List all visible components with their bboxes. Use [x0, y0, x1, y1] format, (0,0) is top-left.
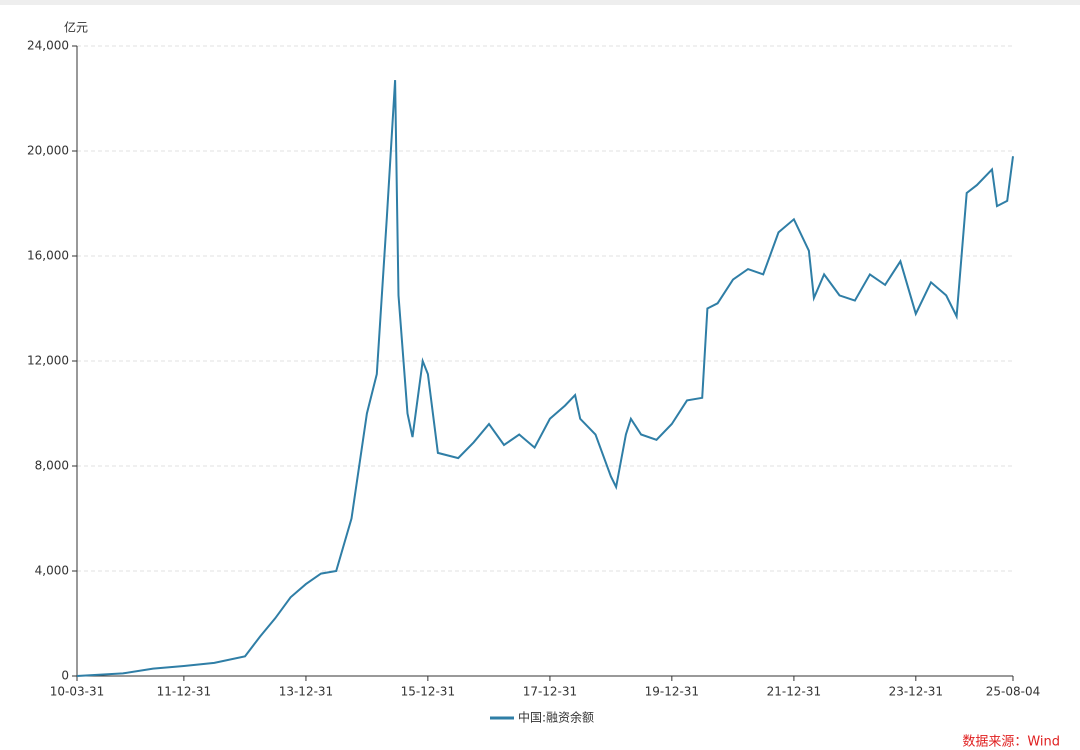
x-tick-label: 10-03-31 — [50, 685, 104, 699]
x-tick-label: 23-12-31 — [889, 685, 943, 699]
x-tick-label: 21-12-31 — [767, 685, 821, 699]
x-tick-label: 13-12-31 — [279, 685, 333, 699]
x-tick-label: 17-12-31 — [523, 685, 577, 699]
legend-label: 中国:融资余额 — [518, 710, 594, 725]
x-tick-label: 25-08-04 — [986, 685, 1040, 699]
y-unit: 亿元 — [64, 20, 88, 35]
x-tick-label: 15-12-31 — [401, 685, 455, 699]
source: 数据来源：Wind — [962, 735, 1060, 750]
y-tick-label: 20,000 — [27, 144, 69, 158]
y-tick-label: 24,000 — [27, 39, 69, 53]
y-tick-label: 0 — [61, 669, 69, 683]
y-tick-label: 4,000 — [35, 564, 69, 578]
y-tick-label: 16,000 — [27, 249, 69, 263]
top-bar — [0, 0, 1080, 5]
y-tick-label: 8,000 — [35, 459, 69, 473]
x-tick-label: 19-12-31 — [645, 685, 699, 699]
y-tick-label: 12,000 — [27, 354, 69, 368]
series-line — [76, 80, 1014, 677]
x-tick-label: 11-12-31 — [157, 685, 211, 699]
